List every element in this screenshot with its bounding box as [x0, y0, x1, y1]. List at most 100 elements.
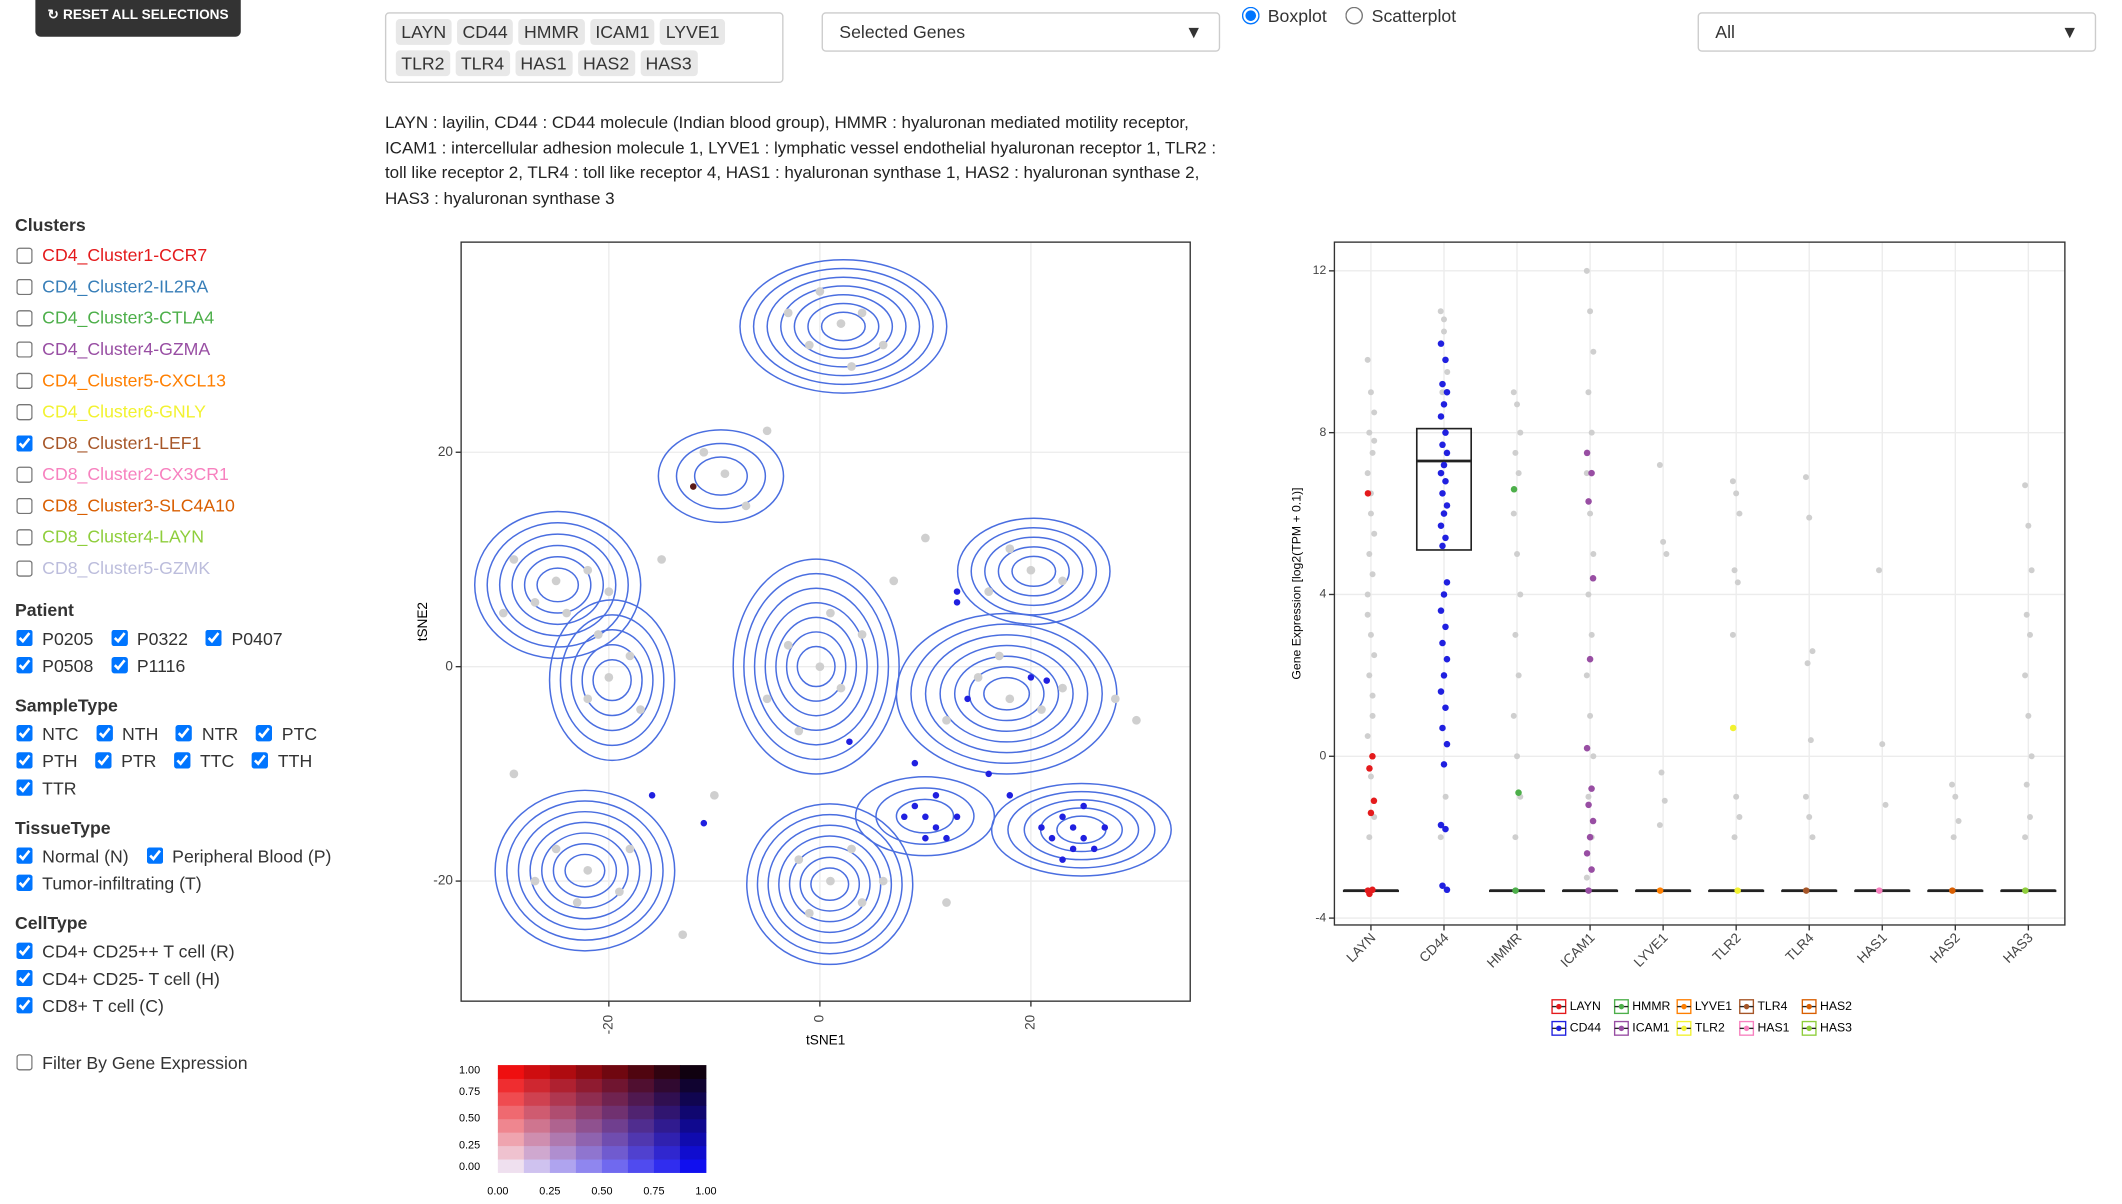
point [815, 662, 825, 672]
point [741, 501, 751, 511]
contour [983, 676, 1031, 711]
gene-input[interactable]: LAYN CD44 HMMR ICAM1 LYVE1 TLR2 TLR4 HAS1 HAS2 HA… [384, 12, 784, 83]
checkbox[interactable] [252, 752, 269, 769]
key-cell [679, 1105, 707, 1120]
checkbox[interactable] [16, 497, 33, 514]
checkbox[interactable] [16, 340, 33, 358]
contour [541, 832, 629, 909]
checkbox[interactable] [205, 629, 222, 647]
point [583, 565, 593, 575]
point [1949, 781, 1956, 788]
key-cell [523, 1159, 551, 1173]
point [1588, 429, 1595, 436]
checkbox[interactable] [16, 278, 33, 295]
checkbox[interactable] [16, 629, 33, 647]
point [1367, 631, 1374, 638]
point [2026, 631, 2033, 638]
point [1369, 571, 1376, 578]
checkbox[interactable] [16, 847, 33, 864]
key-cell [679, 1118, 707, 1133]
highlight-point [1364, 490, 1372, 497]
checkbox[interactable] [16, 309, 33, 326]
reset-button[interactable]: ↻ RESET ALL SELECTIONS [35, 0, 241, 37]
point [1733, 490, 1740, 497]
checkbox[interactable] [16, 725, 33, 742]
checkbox-label: CD4_Cluster2-IL2RA [42, 276, 209, 297]
point [1366, 551, 1373, 558]
point [878, 340, 888, 350]
gene-select[interactable]: Selected Genes ▼ [821, 12, 1221, 52]
checkbox[interactable] [16, 779, 33, 796]
checkbox-item: TTH [251, 747, 312, 774]
checkbox[interactable] [16, 942, 33, 959]
point [1585, 389, 1592, 396]
legend-key-dot [1618, 1025, 1625, 1032]
point [964, 695, 971, 703]
point [657, 555, 666, 564]
checkbox[interactable] [16, 997, 33, 1014]
contour [807, 302, 880, 351]
legend-key-dot [1743, 1025, 1750, 1032]
point [1585, 591, 1592, 598]
point [836, 683, 846, 693]
point [1583, 267, 1590, 274]
checkbox[interactable] [16, 559, 33, 577]
key-cell [549, 1132, 577, 1147]
highlight-point [1437, 607, 1445, 614]
point [1660, 538, 1667, 545]
checkbox[interactable] [16, 874, 33, 891]
radio[interactable] [1241, 6, 1260, 25]
key-cell [653, 1118, 681, 1133]
checkbox[interactable] [95, 752, 112, 769]
highlight-point [1442, 356, 1449, 364]
point [973, 673, 983, 682]
checkbox-label: TTC [199, 750, 235, 771]
highlight-point [1440, 401, 1448, 408]
checkbox[interactable] [96, 725, 113, 742]
point [1369, 449, 1376, 456]
checkbox[interactable] [255, 725, 273, 742]
checkbox[interactable] [16, 657, 33, 674]
point [1371, 652, 1378, 659]
checkbox-item: CD4_Cluster4-GZMA [15, 333, 339, 364]
point [953, 813, 961, 821]
point [1437, 308, 1444, 315]
gene-tag: HAS1 [514, 50, 573, 77]
sidebar: Clusters CD4_Cluster1-CCR7 CD4_Cluster2-IL… [15, 199, 369, 1076]
checkbox[interactable] [110, 629, 128, 647]
key-cell [575, 1118, 603, 1133]
checkbox[interactable] [176, 725, 193, 742]
radio[interactable] [1345, 6, 1364, 25]
x-tick-label: TLR2 [1710, 930, 1744, 964]
density-contours [473, 259, 1172, 966]
point [689, 483, 697, 490]
point [921, 533, 930, 543]
point [1069, 824, 1077, 831]
checkbox[interactable] [16, 434, 33, 451]
checkbox[interactable] [110, 657, 128, 674]
checkbox-item: CD4+ CD25- T cell (H) [15, 964, 220, 991]
filter-select[interactable]: All ▼ [1697, 12, 2097, 52]
highlight-point [1442, 534, 1449, 542]
key-cell [653, 1145, 681, 1160]
highlight-point [1588, 866, 1595, 873]
checkbox[interactable] [16, 372, 33, 389]
checkbox[interactable] [16, 403, 33, 420]
point [1583, 874, 1590, 881]
checkbox[interactable] [174, 752, 191, 769]
highlight-point [1443, 579, 1451, 586]
legend-label: ICAM1 [1632, 1021, 1670, 1035]
key-cell [549, 1105, 577, 1120]
point [857, 630, 867, 639]
checkbox[interactable] [16, 246, 33, 264]
checkbox-label: CD4_Cluster1-CCR7 [42, 244, 208, 266]
key-cell [627, 1159, 655, 1173]
checkbox[interactable] [16, 752, 33, 769]
checkbox[interactable] [16, 465, 33, 483]
checkbox[interactable] [146, 847, 163, 864]
checkbox[interactable] [16, 969, 33, 987]
gene-tag: ICAM1 [589, 19, 655, 45]
point [1876, 567, 1882, 574]
checkbox[interactable] [16, 528, 33, 545]
checkbox[interactable] [16, 1054, 33, 1071]
